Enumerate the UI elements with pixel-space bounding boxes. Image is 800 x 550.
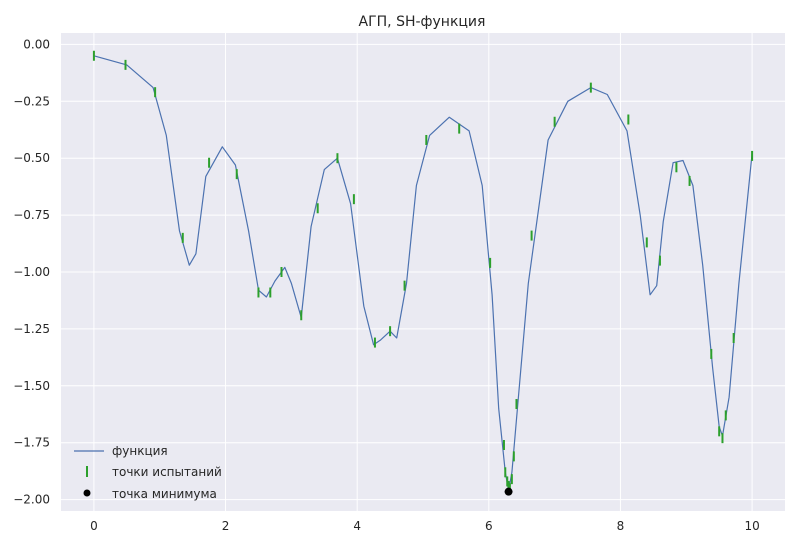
y-axis-ticks: 0.00 −0.25 −0.50 −0.75 −1.00 −1.25 −1.50 −1.75 −… — [13, 37, 50, 506]
legend: функция точки испытаний точка минимума — [74, 444, 222, 501]
x-tick-label: 2 — [222, 519, 230, 533]
x-tick-label: 4 — [353, 519, 361, 533]
legend-label-minimum: точка минимума — [112, 487, 217, 501]
x-tick-label: 10 — [744, 519, 759, 533]
legend-swatch-minimum — [83, 489, 91, 497]
y-tick-label: −1.75 — [13, 436, 50, 450]
y-tick-label: −0.25 — [13, 94, 50, 108]
y-tick-label: −1.00 — [13, 265, 50, 279]
y-tick-label: −0.50 — [13, 151, 50, 165]
minimum-point-group — [504, 487, 513, 496]
y-tick-label: −2.00 — [13, 493, 50, 507]
x-tick-label: 8 — [617, 519, 625, 533]
x-axis-ticks: 0 2 4 6 8 10 — [90, 519, 760, 533]
x-tick-label: 6 — [485, 519, 493, 533]
minimum-point — [504, 487, 513, 496]
legend-label-function: функция — [112, 444, 168, 458]
function-line-group — [93, 55, 753, 492]
x-tick-label: 0 — [90, 519, 98, 533]
y-tick-label: −0.75 — [13, 208, 50, 222]
legend-label-trials: точки испытаний — [112, 465, 222, 479]
y-tick-label: −1.25 — [13, 322, 50, 336]
function-line — [93, 55, 753, 492]
y-tick-label: −1.50 — [13, 379, 50, 393]
trial-points-group — [92, 50, 754, 494]
y-tick-label: 0.00 — [23, 37, 50, 51]
chart-title: АГП, SH-функция — [359, 14, 486, 30]
